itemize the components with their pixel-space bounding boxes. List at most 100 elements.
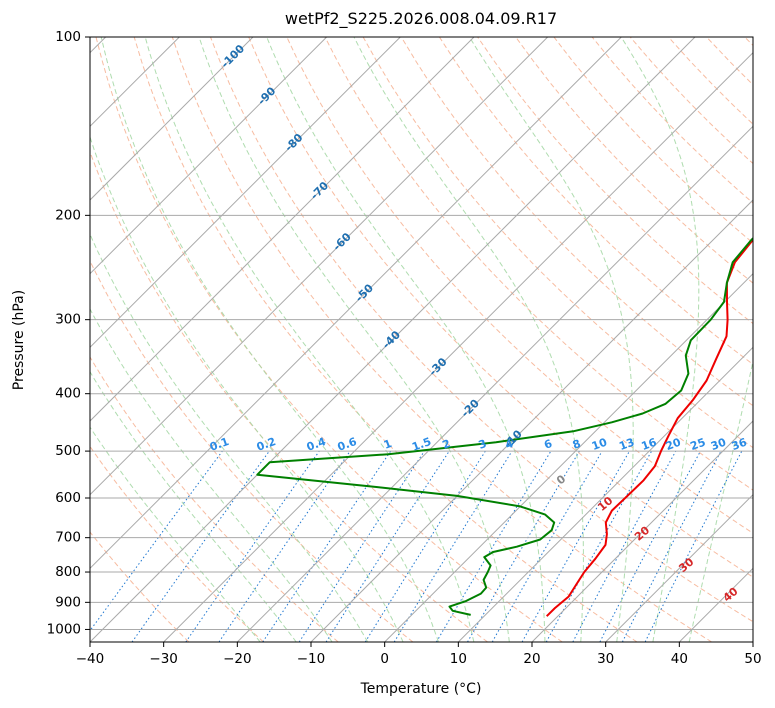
mixing-ratio-line <box>262 450 392 642</box>
mixing-ratio-label: 6 <box>542 437 554 452</box>
mixing-ratio-line <box>298 450 425 642</box>
isotherm-line <box>384 272 753 642</box>
mixing-ratio-label: 25 <box>689 436 708 453</box>
dewpoint-line <box>256 237 753 616</box>
isotherm-line <box>90 37 475 422</box>
mixing-ratio-label: 0.1 <box>208 435 231 454</box>
mixing-ratio-line <box>185 450 320 642</box>
dry-adiabat <box>210 37 753 623</box>
parcel-label: 0 <box>554 472 568 487</box>
isotherm-line <box>678 567 753 642</box>
mixing-ratio-label: 36 <box>730 436 749 454</box>
mixing-ratio-line <box>621 450 722 642</box>
parcel-label: 20 <box>632 523 652 543</box>
y-tick-label: 100 <box>55 29 81 45</box>
dry-adiabat <box>438 37 753 366</box>
isotherm-line <box>163 51 753 642</box>
x-tick-label: −30 <box>149 651 178 667</box>
moist-adiabat <box>90 426 261 642</box>
mixing-ratio-line <box>545 450 653 642</box>
dry-adiabat <box>90 259 414 642</box>
x-axis: −40 −30 −20 −10 0 10 20 30 40 50 <box>76 642 762 667</box>
mixing-ratio-label: 30 <box>709 436 728 454</box>
dry-adiabat <box>744 37 753 47</box>
mixing-ratio-line <box>599 450 701 642</box>
dry-adiabat <box>90 150 488 642</box>
dry-adiabat <box>90 531 190 642</box>
dry-adiabat <box>591 37 753 204</box>
y-tick-label: 800 <box>55 564 81 580</box>
mixing-ratio-line <box>572 450 677 642</box>
isotherm-line <box>90 37 696 642</box>
mixing-ratio-label: 0.2 <box>255 435 278 454</box>
mixing-ratio-label: 4 <box>503 437 515 452</box>
moist-adiabat <box>198 37 510 642</box>
dry-adiabat <box>171 37 712 642</box>
moist-adiabat <box>144 37 475 642</box>
x-tick-label: 30 <box>597 651 614 667</box>
mixing-ratio-label: 13 <box>617 436 636 453</box>
isotherm-line <box>90 37 328 275</box>
mixing-ratio-line <box>644 450 743 642</box>
dry-adiabat <box>362 37 753 449</box>
isotherm-line <box>90 37 401 349</box>
isotherm-line <box>310 199 753 642</box>
isotherm-line <box>236 125 753 642</box>
mixing-ratio-label: 1.5 <box>410 435 433 454</box>
x-tick-label: −20 <box>223 651 252 667</box>
x-tick-label: 0 <box>380 651 389 667</box>
mixing-ratio-label: 2 <box>441 437 453 452</box>
y-tick-label: 900 <box>55 594 81 610</box>
isotherm-line <box>605 493 753 642</box>
moist-adiabat <box>620 37 700 642</box>
y-tick-label: 600 <box>55 490 81 506</box>
y-tick-label: 1000 <box>47 621 81 637</box>
moist-adiabat <box>266 37 546 642</box>
dry-adiabat <box>248 37 753 578</box>
y-axis: 100 200 300 400 500 600 700 800 900 1000 <box>47 29 90 637</box>
mixing-ratio-label: 3 <box>477 437 489 452</box>
y-tick-label: 400 <box>55 386 81 402</box>
mixing-ratio-line <box>435 450 552 642</box>
mixing-ratio-label: 1 <box>382 437 394 452</box>
mixing-ratio-label: 8 <box>571 437 583 452</box>
parcel-label: 40 <box>721 585 741 605</box>
dry-adiabat <box>95 37 563 642</box>
isotherm-line <box>752 641 753 642</box>
y-tick-label: 300 <box>55 312 81 328</box>
dry-adiabat <box>90 445 264 642</box>
isotherm-line <box>531 420 753 642</box>
background-lines <box>90 37 753 642</box>
mixing-ratio-line <box>218 450 351 642</box>
moist-adiabat <box>90 135 404 642</box>
mixing-ratio-label: 16 <box>640 436 659 454</box>
y-tick-label: 700 <box>55 530 81 546</box>
dry-adiabat <box>400 37 753 407</box>
x-axis-label: Temperature (°C) <box>360 681 482 697</box>
x-tick-label: 40 <box>671 651 688 667</box>
mixing-ratio-line <box>131 450 270 642</box>
mixing-ratio-label: 0.4 <box>305 435 328 454</box>
dry-adiabat <box>515 37 753 284</box>
isotherm-line <box>90 37 549 496</box>
dry-adiabat <box>90 356 339 642</box>
moist-adiabat <box>100 37 439 642</box>
dry-adiabat <box>133 37 638 642</box>
x-tick-label: 50 <box>744 651 761 667</box>
moist-adiabat <box>90 232 369 642</box>
plot-frame <box>89 36 754 643</box>
dry-adiabat <box>553 37 753 244</box>
y-tick-label: 200 <box>55 207 81 223</box>
mixing-ratio-line <box>521 450 630 642</box>
isotherm-line <box>90 37 622 570</box>
x-tick-label: −40 <box>76 651 105 667</box>
dry-adiabat <box>477 37 753 325</box>
mixing-ratio-label: 0.6 <box>336 435 359 454</box>
mixing-ratio-line <box>90 450 223 632</box>
x-tick-label: −10 <box>297 651 326 667</box>
x-tick-label: 10 <box>450 651 467 667</box>
y-axis-label: Pressure (hPa) <box>11 290 27 390</box>
dry-adiabat <box>324 37 753 491</box>
temperature-line <box>545 238 753 617</box>
